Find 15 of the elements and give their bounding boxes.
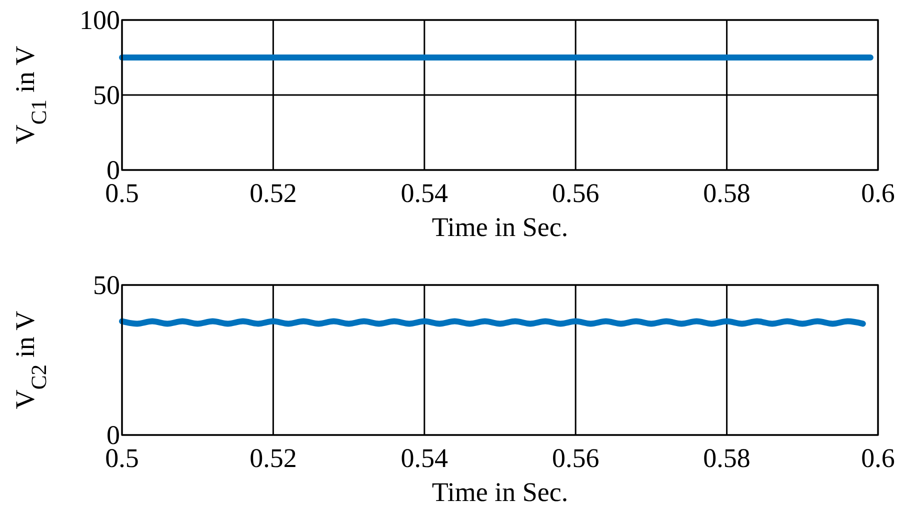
- x-tick-label: 0.52: [250, 443, 297, 473]
- x-tick-label: 0.6: [861, 178, 895, 208]
- y-tick-label: 50: [93, 80, 120, 110]
- x-tick-label: 0.54: [400, 178, 449, 208]
- x-tick-label: 0.52: [250, 178, 297, 208]
- y-tick-label: 50: [93, 270, 120, 300]
- x-tick-label: 0.56: [552, 443, 600, 473]
- y-tick-label: 100: [80, 5, 120, 35]
- x-axis-title: Time in Sec.: [432, 212, 568, 242]
- x-tick-label: 0.54: [400, 443, 449, 473]
- x-axis-title: Time in Sec.: [432, 477, 568, 507]
- x-tick-label: 0.6: [861, 443, 895, 473]
- x-tick-label: 0.56: [552, 178, 600, 208]
- x-tick-label: 0.58: [703, 443, 750, 473]
- x-tick-label: 0.58: [703, 178, 750, 208]
